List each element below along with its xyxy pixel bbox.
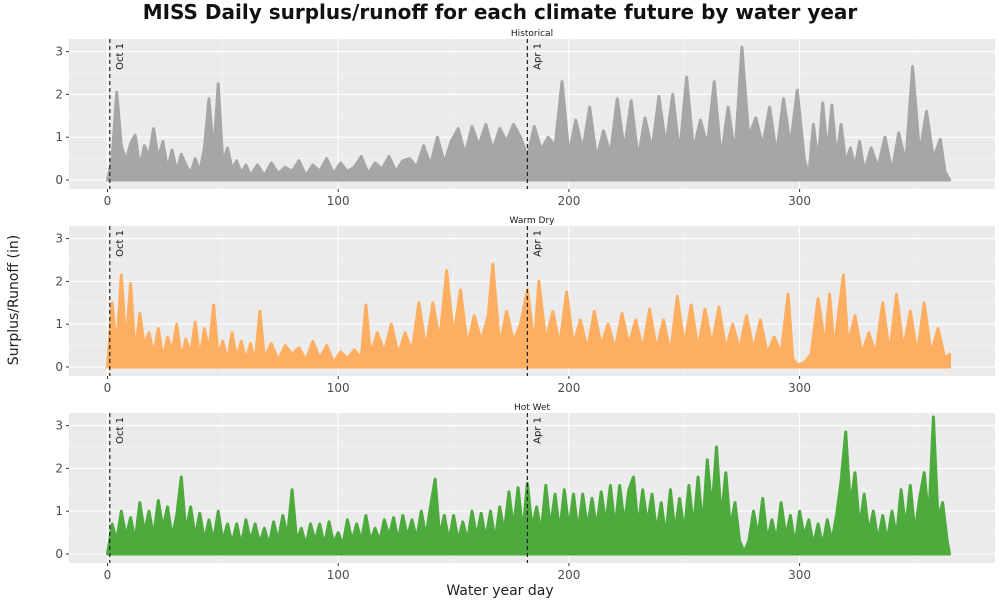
- reference-label-apr-1: Apr 1: [532, 230, 543, 257]
- reference-label-oct-1: Oct 1: [115, 417, 126, 444]
- chart-title: MISS Daily surplus/runoff for each clima…: [142, 0, 858, 24]
- y-tick-label: 0: [55, 173, 63, 187]
- series-area-historical: [106, 45, 952, 182]
- x-tick-label: 0: [104, 381, 112, 395]
- y-tick-label: 1: [55, 317, 63, 331]
- y-tick-label: 0: [55, 360, 63, 374]
- reference-label-oct-1: Oct 1: [115, 43, 126, 70]
- x-tick-label: 300: [788, 381, 811, 395]
- x-tick-label: 100: [327, 381, 350, 395]
- x-tick-label: 300: [788, 194, 811, 208]
- panel-title: Hot Wet: [514, 403, 551, 413]
- y-tick-label: 1: [55, 504, 63, 518]
- panel-hot-wet: Hot Wet Oct 1 Apr 1 0 1 2 3 0 100 200 300: [55, 403, 995, 582]
- x-tick-label: 300: [788, 568, 811, 582]
- y-tick-label: 0: [55, 547, 63, 561]
- y-tick-label: 2: [55, 274, 63, 288]
- y-tick-label: 3: [55, 232, 63, 246]
- x-tick-label: 100: [327, 194, 350, 208]
- panel-historical: Historical Oct 1 Apr 1 0 1 2 3 0 100 200 300: [55, 29, 995, 208]
- reference-label-apr-1: Apr 1: [532, 417, 543, 444]
- x-tick-label: 200: [557, 381, 580, 395]
- y-tick-label: 3: [55, 45, 63, 59]
- y-tick-label: 1: [55, 130, 63, 144]
- reference-label-apr-1: Apr 1: [532, 43, 543, 70]
- x-tick-label: 200: [557, 194, 580, 208]
- x-tick-label: 200: [557, 568, 580, 582]
- series-area-warm-dry: [106, 262, 952, 369]
- panel-warm-dry: Warm Dry Oct 1 Apr 1 0 1 2 3 0 100 200 300: [55, 216, 995, 395]
- reference-label-oct-1: Oct 1: [115, 230, 126, 257]
- y-tick-label: 2: [55, 461, 63, 475]
- y-tick-label: 3: [55, 419, 63, 433]
- panel-title: Warm Dry: [510, 216, 556, 226]
- x-tick-label: 0: [104, 568, 112, 582]
- x-tick-label: 0: [104, 194, 112, 208]
- panel-title: Historical: [511, 29, 553, 39]
- x-axis-label: Water year day: [446, 583, 554, 599]
- x-tick-label: 100: [327, 568, 350, 582]
- y-tick-label: 2: [55, 87, 63, 101]
- series-area-hot-wet: [106, 415, 952, 556]
